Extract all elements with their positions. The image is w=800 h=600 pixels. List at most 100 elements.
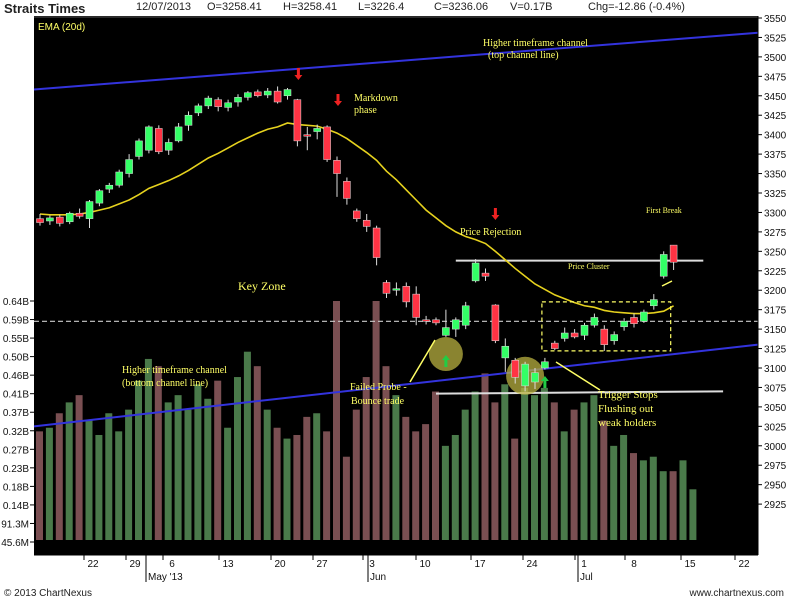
volume-bar: [253, 366, 261, 540]
trigger-stops-arrow: [540, 376, 549, 388]
candle: [343, 181, 351, 199]
candle: [46, 217, 54, 222]
volume-bar: [590, 395, 598, 540]
volume-tick-label: 0.55B: [3, 334, 29, 345]
volume-bar: [412, 431, 420, 540]
candle: [580, 324, 589, 336]
candle: [531, 372, 539, 383]
candle: [442, 327, 450, 336]
volume-bar: [105, 413, 113, 540]
candle: [145, 126, 153, 151]
footer-copyright: © 2013 ChartNexus: [4, 588, 92, 599]
markdown-label-sub: phase: [354, 105, 377, 116]
x-tick-label: 3: [369, 559, 375, 570]
candle: [521, 363, 529, 387]
candle: [541, 361, 549, 369]
volume-tick-label: 0.23B: [3, 464, 29, 475]
x-tick-label: 27: [316, 559, 328, 570]
candle: [105, 184, 114, 190]
candle: [125, 159, 133, 174]
candle: [313, 128, 321, 132]
header-high: H=3258.41: [283, 1, 338, 13]
volume-tick-label: 0.41B: [3, 390, 29, 401]
header-open: O=3258.41: [207, 1, 262, 13]
candle: [461, 305, 470, 326]
price-tick-label: 3225: [764, 267, 787, 278]
volume-bar: [144, 358, 152, 540]
x-tick-label: 15: [684, 559, 696, 570]
volume-bar: [600, 420, 608, 540]
volume-tick-label: 0.14B: [3, 501, 29, 512]
volume-bar: [689, 489, 697, 540]
volume-bar: [352, 409, 360, 540]
candle: [610, 334, 618, 342]
support-line: [435, 390, 724, 395]
volume-tick-label: 45.6M: [1, 538, 29, 549]
price-rejection-arrow: [491, 208, 500, 220]
volume-bar: [610, 445, 618, 540]
chart-title: Straits Times: [4, 1, 86, 16]
volume-bar: [55, 413, 63, 540]
volume-bar: [243, 351, 251, 540]
volume-bar: [174, 395, 182, 540]
volume-bar: [372, 301, 380, 540]
volume-bar: [491, 402, 499, 540]
x-tick-label: 13: [222, 559, 234, 570]
price-tick-label: 3300: [764, 208, 787, 219]
candle: [392, 288, 401, 291]
price-cluster-box: [541, 301, 672, 352]
bottom-channel-line: [33, 343, 759, 428]
volume-bar: [649, 456, 657, 540]
volume-bar: [154, 366, 162, 540]
candle: [640, 311, 648, 322]
candle: [501, 345, 510, 359]
volume-bar: [263, 409, 271, 540]
candle: [323, 126, 331, 160]
candle: [600, 328, 609, 345]
volume-bar: [234, 377, 241, 540]
candle: [590, 317, 599, 326]
candle: [382, 282, 391, 294]
candle: [452, 319, 460, 330]
volume-bar: [441, 445, 449, 540]
price-tick-label: 3450: [764, 92, 787, 103]
x-tick-label: 29: [129, 559, 141, 570]
candle: [669, 244, 678, 263]
volume-bar: [75, 395, 83, 540]
volume-bar: [481, 373, 489, 540]
candle: [659, 254, 668, 277]
first-break-label: First Break: [646, 206, 682, 215]
x-tick-label: 20: [274, 559, 286, 570]
candle: [56, 216, 64, 224]
candle: [234, 97, 242, 103]
volume-bar: [362, 377, 370, 540]
candle: [630, 317, 638, 324]
price-tick-label: 3075: [764, 383, 787, 394]
volume-bar: [580, 402, 588, 540]
volume-bar: [501, 384, 509, 540]
price-tick-label: 3175: [764, 306, 787, 317]
candle: [204, 97, 213, 107]
candle: [570, 332, 579, 338]
price-tick-label: 3350: [764, 170, 787, 181]
failed-probe-arrow: [441, 355, 450, 367]
price-tick-label: 3500: [764, 53, 787, 64]
price-tick-label: 3050: [764, 403, 787, 414]
price-tick-label: 3325: [764, 189, 787, 200]
candle: [422, 319, 430, 322]
volume-tick-label: 0.37B: [3, 408, 29, 419]
candle: [412, 293, 420, 318]
candle: [650, 299, 658, 307]
volume-bar: [432, 391, 439, 540]
volume-bar: [115, 431, 123, 540]
price-cluster-pointer: [661, 280, 673, 287]
x-tick-label: 22: [87, 559, 99, 570]
volume-bar: [669, 471, 677, 540]
price-tick-label: 3200: [764, 286, 787, 297]
trigger-stops-label-sub: Flushing out: [598, 403, 653, 415]
candle: [303, 134, 312, 137]
volume-bar: [85, 420, 93, 540]
failed-probe-label: Failed Probe -: [350, 382, 407, 393]
